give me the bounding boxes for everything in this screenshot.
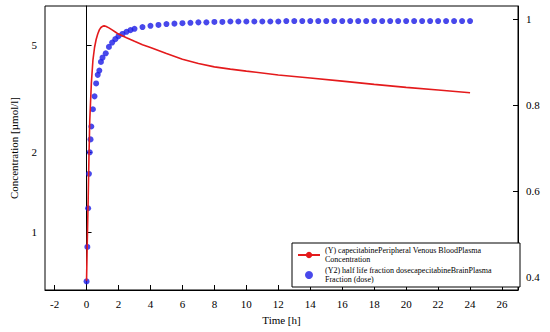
svg-text:(Y2) half life fraction doseca: (Y2) half life fraction dosecapecitabine… (325, 266, 494, 275)
svg-text:0: 0 (84, 298, 90, 310)
svg-text:26: 26 (497, 298, 509, 310)
svg-text:0.4: 0.4 (526, 271, 540, 283)
svg-text:16: 16 (337, 298, 349, 310)
svg-text:20: 20 (401, 298, 413, 310)
svg-text:22: 22 (433, 298, 444, 310)
svg-text:0.8: 0.8 (526, 99, 540, 111)
svg-text:Fraction (dose): Fraction (dose) (325, 275, 374, 284)
svg-text:14: 14 (305, 298, 317, 310)
svg-text:1: 1 (526, 13, 532, 25)
svg-text:6: 6 (180, 298, 186, 310)
svg-text:-2: -2 (50, 298, 59, 310)
svg-text:10: 10 (241, 298, 253, 310)
svg-text:2: 2 (32, 146, 38, 158)
svg-text:Time [h]: Time [h] (262, 314, 300, 326)
svg-text:18: 18 (369, 298, 381, 310)
svg-text:1: 1 (32, 226, 38, 238)
svg-text:24: 24 (465, 298, 477, 310)
svg-text:8: 8 (212, 298, 218, 310)
svg-text:12: 12 (273, 298, 284, 310)
svg-text:Concentration: Concentration (325, 255, 370, 264)
svg-text:4: 4 (148, 298, 154, 310)
svg-text:0.6: 0.6 (526, 185, 540, 197)
svg-text:(Y) capecitabinePeripheral Ven: (Y) capecitabinePeripheral Venous BloodP… (325, 246, 483, 255)
svg-text:Concentration [µmol/l]: Concentration [µmol/l] (8, 97, 20, 199)
svg-text:5: 5 (32, 39, 38, 51)
svg-text:2: 2 (116, 298, 122, 310)
